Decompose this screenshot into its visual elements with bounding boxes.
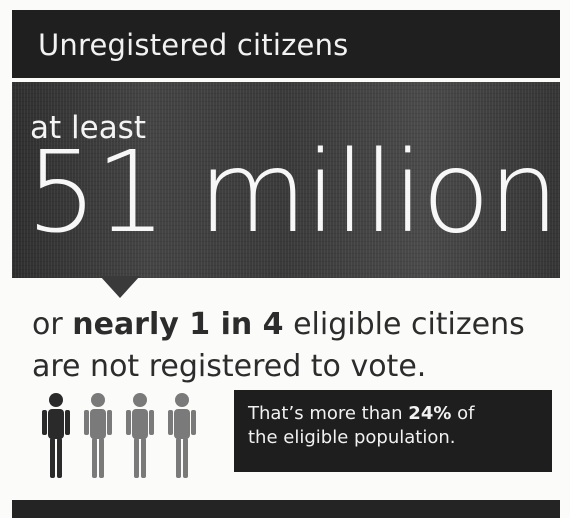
callout-line2: the eligible population. — [248, 427, 456, 448]
texture-overlay — [12, 82, 560, 278]
person-dark-icon — [42, 393, 70, 478]
stat-value: 51 million — [26, 128, 559, 258]
statement-line2: are not registered to vote. — [32, 349, 427, 384]
title-bar: Unregistered citizens — [12, 10, 560, 78]
person-light-icon — [126, 393, 154, 478]
person-light-icon — [84, 393, 112, 478]
speech-pointer — [100, 276, 140, 298]
statement-text: or nearly 1 in 4 eligible citizens are n… — [32, 304, 525, 388]
headline-stat-panel — [12, 82, 560, 278]
person-light-icon — [168, 393, 196, 478]
stat-prefix: at least — [30, 110, 146, 146]
callout-box: That’s more than 24% of the eligible pop… — [234, 390, 552, 472]
page-title: Unregistered citizens — [38, 28, 349, 62]
statement-suffix: eligible citizens — [283, 307, 525, 342]
callout-prefix: That’s more than — [248, 403, 409, 424]
callout-suffix: of — [451, 403, 475, 424]
people-icons-group — [42, 393, 196, 478]
callout-highlight: 24% — [408, 403, 452, 424]
bottom-bar — [12, 500, 560, 518]
statement-highlight: nearly 1 in 4 — [72, 307, 284, 342]
callout-text: That’s more than 24% of the eligible pop… — [248, 402, 474, 450]
statement-prefix: or — [32, 307, 73, 342]
